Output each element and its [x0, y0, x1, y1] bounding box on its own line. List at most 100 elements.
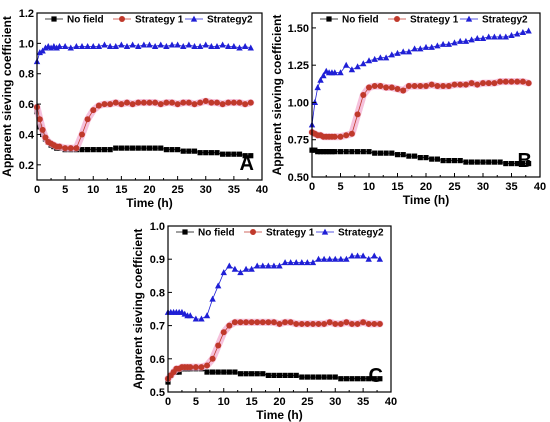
- data-point: [417, 83, 424, 90]
- data-point: [366, 376, 372, 382]
- data-point: [389, 150, 395, 156]
- data-point: [366, 149, 372, 155]
- x-tick-label: 5: [337, 181, 343, 193]
- data-point: [315, 374, 322, 380]
- data-point: [321, 320, 328, 327]
- data-point: [191, 43, 198, 49]
- legend-label: Strategy 1: [266, 228, 315, 239]
- data-point: [265, 372, 271, 378]
- x-tick-label: 0: [34, 184, 40, 196]
- data-point: [503, 160, 509, 167]
- x-tick-label: 40: [385, 396, 397, 408]
- data-point: [451, 158, 458, 164]
- series-error-band: [164, 318, 384, 383]
- data-point: [469, 159, 475, 165]
- data-point: [371, 55, 378, 62]
- data-point: [157, 41, 164, 48]
- data-point: [254, 319, 261, 326]
- data-point: [343, 319, 350, 326]
- data-point: [53, 44, 60, 51]
- data-point: [293, 259, 300, 266]
- y-tick-label: 0.7: [150, 321, 165, 333]
- data-point: [327, 374, 333, 380]
- data-point: [186, 148, 192, 154]
- data-point: [180, 99, 187, 106]
- legend-label: Strategy 1: [135, 15, 184, 26]
- data-point: [457, 81, 464, 88]
- series-error-band: [33, 97, 255, 152]
- data-point: [67, 44, 74, 51]
- data-point: [124, 99, 130, 106]
- data-point: [326, 255, 333, 262]
- data-point: [474, 81, 481, 88]
- data-point: [337, 149, 344, 155]
- data-point: [203, 150, 209, 156]
- data-point: [191, 101, 198, 108]
- chart-panel-c: 0 5 10 15 20 25 30 35 40 0.5 0.6 0.7 0.8 0.9 1.0 Time (…: [131, 221, 397, 422]
- data-point: [168, 41, 176, 48]
- data-point: [321, 374, 327, 380]
- data-point: [479, 34, 487, 41]
- data-point: [73, 43, 80, 49]
- data-point: [158, 145, 164, 151]
- data-point: [354, 63, 361, 70]
- data-point: [382, 54, 390, 61]
- data-point: [276, 320, 283, 327]
- data-point: [151, 43, 159, 49]
- x-tick-label: 0: [309, 181, 315, 193]
- data-point: [360, 319, 367, 326]
- x-tick-label: 30: [477, 181, 489, 193]
- data-point: [377, 376, 383, 382]
- y-tick-label: 0.9: [150, 254, 165, 266]
- x-tick-label: 30: [329, 396, 341, 408]
- x-tick-label: 15: [115, 184, 127, 196]
- data-point: [198, 364, 205, 371]
- data-point: [457, 37, 464, 44]
- data-point: [508, 31, 515, 38]
- data-point: [204, 362, 211, 369]
- data-point: [287, 319, 294, 326]
- y-tick-label: 0.50: [288, 172, 309, 184]
- y-tick-label: 0.2: [19, 160, 34, 172]
- y-tick-label: 0.6: [150, 354, 165, 366]
- data-point: [331, 69, 338, 76]
- series-no-field: [309, 147, 532, 167]
- legend-marker: [326, 16, 332, 22]
- data-point: [377, 83, 384, 90]
- data-point: [519, 28, 527, 35]
- data-point: [236, 44, 243, 51]
- x-tick-label: 30: [200, 184, 212, 196]
- data-point: [354, 376, 361, 382]
- data-point: [400, 48, 407, 55]
- data-point: [39, 126, 46, 133]
- data-point: [337, 255, 345, 262]
- data-point: [209, 295, 216, 302]
- data-point: [394, 152, 401, 158]
- data-point: [525, 80, 532, 87]
- data-point: [219, 41, 226, 48]
- data-point: [360, 376, 366, 382]
- data-point: [254, 371, 260, 377]
- data-point: [332, 374, 338, 380]
- data-point: [428, 43, 435, 50]
- x-tick-label: 25: [448, 181, 460, 193]
- data-point: [140, 99, 147, 106]
- data-point: [124, 145, 130, 151]
- data-point: [107, 147, 113, 153]
- series-strategy-1: [164, 318, 384, 383]
- x-tick-label: 15: [391, 181, 403, 193]
- data-point: [298, 320, 305, 327]
- data-point: [174, 41, 181, 48]
- data-point: [502, 33, 509, 40]
- data-point: [146, 145, 153, 151]
- data-point: [457, 158, 463, 164]
- data-point: [42, 44, 49, 51]
- data-point: [192, 315, 200, 322]
- y-tick-label: 0.5: [150, 387, 165, 399]
- series-strategy2: [164, 252, 384, 322]
- panel-letter: A: [240, 153, 254, 175]
- data-point: [485, 33, 492, 40]
- data-point: [525, 27, 532, 34]
- data-point: [236, 99, 243, 106]
- y-tick-label: 0.6: [19, 99, 34, 111]
